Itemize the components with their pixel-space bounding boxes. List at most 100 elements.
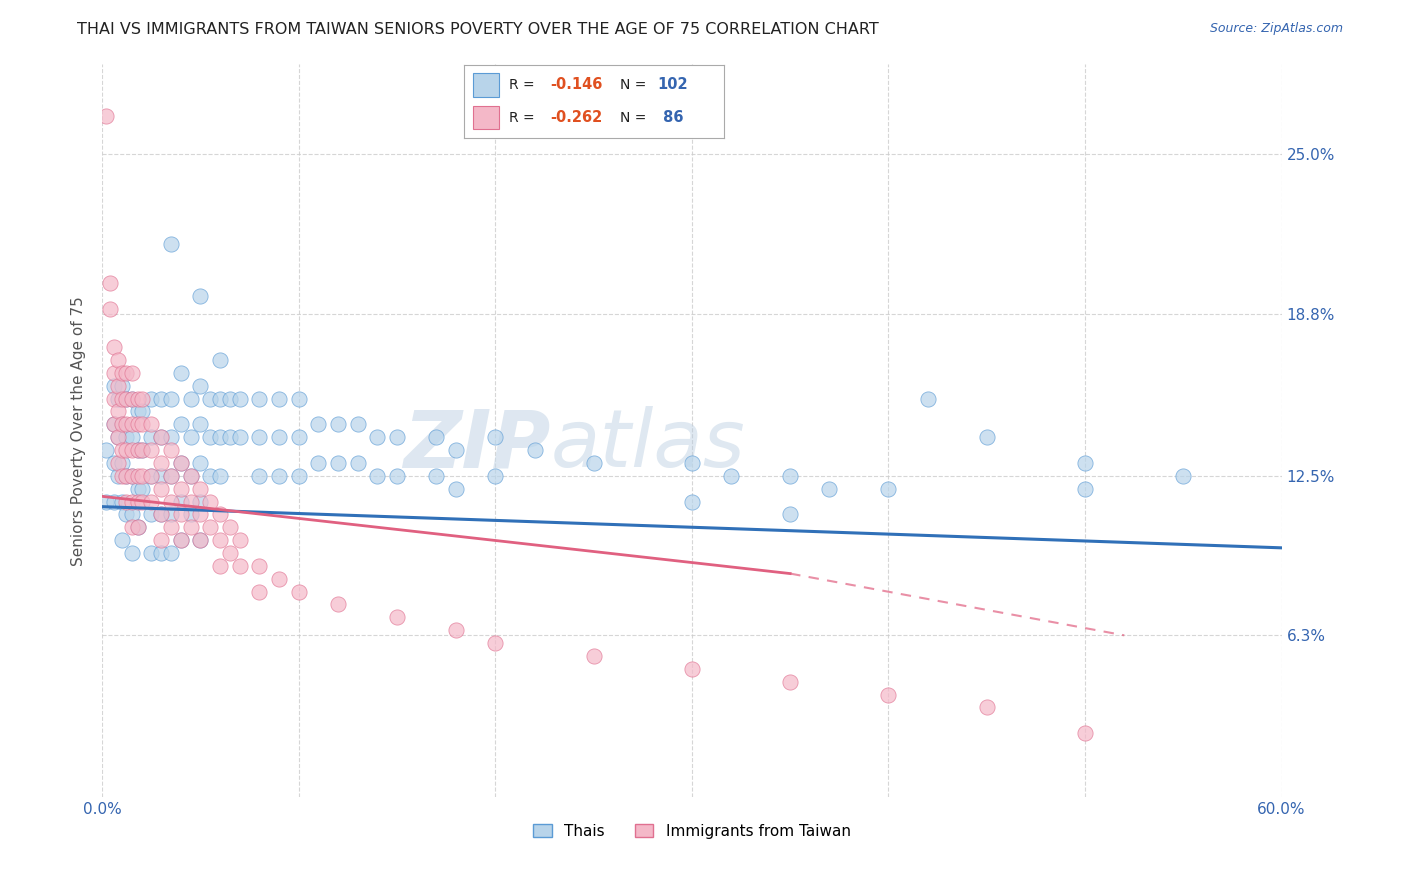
Point (98, 276, 121, 290)
Point (582, 648, 605, 663)
Text: ZIP: ZIP (404, 407, 550, 484)
Point (121, 494, 143, 508)
Point (141, 468, 163, 483)
Point (114, 417, 136, 432)
Point (385, 430, 408, 444)
Point (170, 494, 193, 508)
Point (200, 494, 222, 508)
Point (127, 443, 149, 458)
Text: N =: N = (620, 78, 647, 92)
Point (209, 533, 232, 548)
Point (200, 430, 222, 444)
Point (269, 392, 291, 406)
Text: THAI VS IMMIGRANTS FROM TAIWAN SENIORS POVERTY OVER THE AGE OF 75 CORRELATION CH: THAI VS IMMIGRANTS FROM TAIWAN SENIORS P… (77, 22, 879, 37)
Point (121, 443, 143, 458)
Point (141, 546, 163, 560)
Point (249, 392, 271, 406)
Point (107, 404, 129, 418)
Point (346, 456, 368, 470)
Point (103, 417, 125, 432)
Point (150, 430, 173, 444)
Point (170, 456, 193, 470)
Point (1074, 456, 1097, 470)
Point (366, 468, 388, 483)
Point (180, 430, 202, 444)
Text: R =: R = (509, 78, 536, 92)
Point (190, 508, 212, 522)
Point (366, 430, 388, 444)
Point (150, 508, 173, 522)
Point (121, 546, 143, 560)
Point (103, 494, 125, 508)
Point (307, 456, 329, 470)
Point (121, 468, 143, 483)
Point (779, 674, 801, 689)
Point (249, 430, 271, 444)
Point (94, 109, 117, 123)
Point (681, 662, 703, 676)
Point (484, 468, 506, 483)
Point (150, 456, 173, 470)
Legend: Thais, Immigrants from Taiwan: Thais, Immigrants from Taiwan (527, 818, 856, 845)
Point (141, 494, 163, 508)
Point (190, 288, 212, 302)
Point (127, 443, 149, 458)
Point (114, 443, 136, 458)
Point (103, 392, 125, 406)
Point (425, 430, 447, 444)
Point (107, 430, 129, 444)
Point (307, 417, 329, 432)
Point (190, 533, 212, 548)
Point (180, 468, 202, 483)
Text: atlas: atlas (550, 407, 745, 484)
Point (127, 468, 149, 483)
Point (160, 494, 183, 508)
Point (114, 392, 136, 406)
Point (121, 468, 143, 483)
Point (219, 430, 242, 444)
Point (111, 392, 134, 406)
Point (219, 392, 242, 406)
Point (170, 508, 193, 522)
Point (127, 392, 149, 406)
Point (229, 558, 252, 573)
Point (287, 430, 309, 444)
Point (127, 482, 149, 496)
Point (141, 508, 163, 522)
Point (229, 430, 252, 444)
Point (190, 482, 212, 496)
Point (150, 508, 173, 522)
Point (111, 417, 134, 432)
Point (94, 494, 117, 508)
Point (141, 468, 163, 483)
Point (190, 494, 212, 508)
Point (94, 443, 117, 458)
Point (107, 456, 129, 470)
Point (190, 533, 212, 548)
Point (121, 430, 143, 444)
Point (720, 468, 742, 483)
Point (114, 366, 136, 380)
Point (170, 482, 193, 496)
Point (200, 520, 222, 534)
Point (131, 404, 153, 418)
Point (209, 558, 232, 573)
Point (103, 366, 125, 380)
Point (121, 417, 143, 432)
Point (160, 508, 183, 522)
Point (287, 392, 309, 406)
Point (219, 546, 242, 560)
Point (681, 456, 703, 470)
Point (150, 482, 173, 496)
Point (346, 417, 368, 432)
Point (121, 508, 143, 522)
Point (249, 558, 271, 573)
Point (111, 417, 134, 432)
Point (209, 353, 232, 368)
Point (121, 392, 143, 406)
Point (160, 520, 183, 534)
Point (160, 546, 183, 560)
Text: -0.146: -0.146 (550, 78, 602, 93)
Point (229, 392, 252, 406)
Point (121, 520, 143, 534)
